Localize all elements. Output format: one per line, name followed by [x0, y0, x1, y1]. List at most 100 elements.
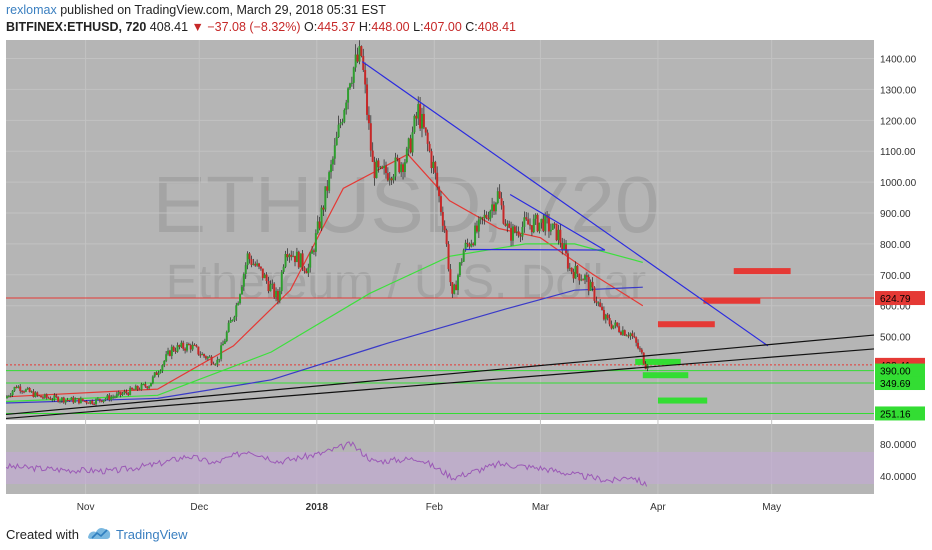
candle-body [627, 335, 630, 337]
price-label-box [875, 406, 925, 421]
candle-body [148, 386, 151, 389]
candle-body [635, 337, 638, 343]
candle-body [443, 225, 446, 231]
candle-body [129, 387, 132, 396]
candle-body [379, 166, 382, 168]
candle-body [235, 305, 238, 317]
candle-body [248, 253, 251, 260]
candle-body [13, 386, 16, 391]
candle-body [149, 382, 152, 387]
rsi-line [5, 441, 648, 487]
watermark-name: Ethereum / U.S. Dollar [166, 256, 646, 309]
trendline [5, 334, 875, 416]
candles [5, 40, 649, 407]
candle-body [227, 322, 230, 333]
target-zone [703, 297, 761, 304]
candle-body [417, 104, 420, 119]
price-tick-label: 600.00 [880, 302, 911, 313]
rsi-tick-label: 40.0000 [880, 472, 917, 483]
candle-body [155, 372, 158, 375]
candle-body [455, 284, 458, 291]
moving-average-line [5, 286, 643, 404]
candle-body [258, 263, 261, 267]
candle-body [468, 243, 471, 247]
candle-body [364, 69, 367, 85]
candle-body [246, 253, 249, 266]
tradingview-logo-icon[interactable] [86, 524, 112, 542]
candle-body [278, 291, 281, 301]
candle-body [472, 243, 475, 246]
candle-body [187, 344, 190, 346]
candle-body [409, 138, 412, 153]
open-value: 445.37 [317, 20, 356, 34]
price-scale[interactable] [874, 40, 926, 518]
candle-body [502, 205, 505, 224]
price-chart[interactable]: ETHUSD, 720 Ethereum / U.S. Dollar 1400.… [5, 40, 926, 518]
candle-body [568, 267, 571, 269]
candle-body [403, 162, 406, 172]
candle-body [637, 342, 640, 349]
candle-body [297, 251, 300, 268]
candle-body [294, 255, 297, 263]
candle-body [161, 365, 164, 371]
candle-body [312, 250, 315, 252]
candle-body [178, 345, 181, 347]
candle-body [244, 265, 247, 275]
candle-body [189, 345, 192, 350]
candle-body [559, 229, 562, 243]
candle-body [85, 401, 88, 403]
candle-body [529, 224, 532, 226]
candle-body [621, 330, 624, 335]
time-scale[interactable] [6, 494, 874, 518]
author-link[interactable]: rexlomax [6, 3, 57, 17]
candle-body [140, 384, 143, 390]
low-label: L: [413, 20, 424, 34]
publish-header: rexlomax published on TradingView.com, M… [0, 0, 932, 40]
candle-body [212, 363, 215, 365]
candle-body [115, 393, 118, 397]
candle-body [508, 223, 511, 228]
candle-body [72, 397, 75, 403]
moving-average-line [5, 243, 643, 403]
candle-body [614, 322, 617, 326]
high-value: 448.00 [371, 20, 410, 34]
time-tick-label: 2018 [306, 502, 329, 513]
candle-body [402, 164, 405, 172]
candle-body [439, 196, 442, 212]
rsi-tick-label: 80.0000 [880, 440, 917, 451]
candle-body [185, 344, 188, 351]
candle-body [47, 397, 50, 399]
candle-body [112, 396, 115, 398]
candle-body [547, 217, 550, 232]
candle-body [595, 300, 598, 303]
candle-body [481, 217, 484, 219]
candle-body [585, 275, 588, 277]
candle-body [500, 198, 503, 206]
candle-body [301, 253, 304, 268]
candle-body [640, 349, 643, 353]
price-pane[interactable] [6, 40, 874, 420]
candle-body [108, 395, 111, 400]
candle-body [383, 165, 386, 169]
tradingview-link[interactable]: TradingView [116, 527, 188, 542]
candle-body [60, 397, 63, 401]
candle-body [415, 115, 418, 119]
candle-body [384, 165, 387, 174]
candle-body [599, 302, 602, 307]
price-tick-label: 1400.00 [880, 55, 917, 66]
candle-body [506, 223, 509, 226]
candle-body [225, 332, 228, 342]
candle-body [576, 265, 579, 274]
candle-body [457, 275, 460, 291]
time-tick-label: May [762, 502, 781, 513]
candle-body [87, 402, 90, 404]
candle-body [144, 384, 147, 387]
candle-body [201, 354, 204, 356]
published-text: published on TradingView.com, March 29, … [60, 3, 386, 17]
candle-body [136, 385, 139, 390]
candle-body [574, 265, 577, 279]
candle-body [434, 161, 437, 173]
candle-body [602, 310, 605, 320]
candle-body [307, 267, 310, 274]
chart-area[interactable]: ETHUSD, 720 Ethereum / U.S. Dollar 1400.… [5, 40, 926, 523]
